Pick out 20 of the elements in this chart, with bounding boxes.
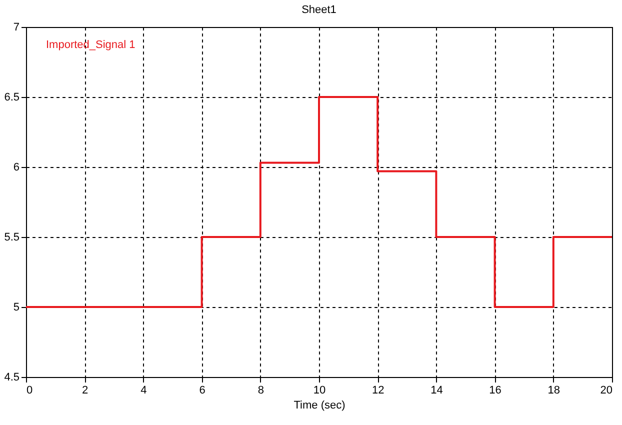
x-tick-label: 14 (430, 384, 443, 396)
y-tick-label: 7 (13, 22, 20, 34)
y-tick-label: 5.5 (4, 232, 20, 244)
y-tick-label: 6.5 (4, 92, 20, 104)
x-tick-label: 8 (258, 384, 264, 396)
y-tick-label: 4.5 (4, 372, 20, 384)
x-tick-label: 20 (600, 384, 612, 396)
x-tick-label: 6 (199, 384, 206, 396)
x-tick-label: 18 (548, 384, 560, 396)
y-tick-label: 6 (13, 162, 20, 174)
x-tick-label: 16 (489, 384, 502, 396)
x-tick-label: 10 (313, 384, 326, 396)
x-tick-label: 4 (140, 384, 147, 396)
chart-title: Sheet1 (302, 4, 336, 16)
x-axis-title: Time (sec) (294, 400, 346, 412)
x-tick-label: 12 (372, 384, 384, 396)
x-tick-label: 0 (26, 384, 33, 396)
text: Imported_Signal 1 (46, 39, 136, 51)
x-tick-label: 2 (82, 384, 88, 396)
y-tick-label: 5 (13, 302, 20, 314)
